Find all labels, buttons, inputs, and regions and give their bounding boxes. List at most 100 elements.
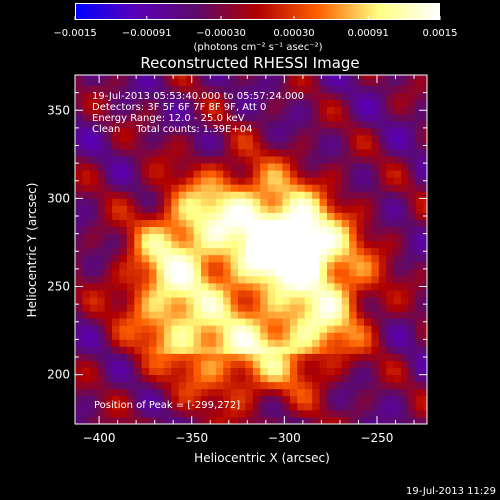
heatmap-cell bbox=[334, 163, 343, 171]
heatmap-cell bbox=[126, 134, 135, 143]
heatmap-cell bbox=[171, 416, 180, 425]
heatmap-cell bbox=[275, 120, 283, 129]
heatmap-cell bbox=[349, 233, 357, 242]
heatmap-cell bbox=[341, 332, 350, 340]
heatmap-cell bbox=[364, 156, 372, 164]
heatmap-cell bbox=[260, 311, 269, 319]
heatmap-cell bbox=[341, 75, 350, 79]
heatmap-cell bbox=[238, 184, 246, 192]
heatmap-cell bbox=[186, 297, 194, 305]
heatmap-cell bbox=[171, 141, 180, 150]
heatmap-cell bbox=[215, 261, 224, 270]
heatmap-cell bbox=[238, 325, 246, 333]
heatmap-cell bbox=[364, 367, 372, 376]
heatmap-cell bbox=[378, 184, 387, 192]
heatmap-cell bbox=[149, 261, 157, 270]
heatmap-cell bbox=[267, 325, 276, 333]
heatmap-cell bbox=[260, 409, 269, 418]
heatmap-cell bbox=[171, 219, 180, 227]
heatmap-cell bbox=[349, 113, 357, 122]
heatmap-cell bbox=[297, 395, 306, 404]
heatmap-cell bbox=[156, 395, 165, 404]
heatmap-cell bbox=[356, 388, 365, 397]
heatmap-cell bbox=[386, 395, 395, 404]
heatmap-cell bbox=[341, 416, 350, 425]
heatmap-cell bbox=[289, 75, 298, 79]
heatmap-cell bbox=[312, 346, 320, 354]
heatmap-cell bbox=[415, 367, 424, 376]
heatmap-cell bbox=[134, 332, 143, 340]
heatmap-cell bbox=[171, 254, 180, 263]
heatmap-cell bbox=[238, 85, 246, 94]
heatmap-cell bbox=[341, 275, 350, 284]
heatmap-cell bbox=[312, 170, 320, 178]
heatmap-cell bbox=[341, 381, 350, 390]
heatmap-cell bbox=[364, 120, 372, 129]
heatmap-cell bbox=[134, 78, 143, 86]
heatmap-cell bbox=[319, 92, 328, 101]
heatmap-cell bbox=[186, 198, 194, 206]
heatmap-image bbox=[75, 75, 428, 425]
heatmap-cell bbox=[423, 184, 428, 192]
heatmap-cell bbox=[89, 304, 98, 312]
heatmap-cell bbox=[356, 120, 365, 129]
heatmap-cell bbox=[245, 360, 254, 368]
heatmap-cell bbox=[230, 416, 239, 425]
heatmap-cell bbox=[245, 92, 254, 101]
heatmap-cell bbox=[97, 282, 106, 291]
heatmap-cell bbox=[341, 85, 350, 94]
heatmap-cell bbox=[208, 282, 217, 291]
heatmap-cell bbox=[326, 381, 335, 390]
heatmap-cell bbox=[200, 325, 209, 333]
heatmap-cell bbox=[119, 212, 128, 220]
heatmap-cell bbox=[401, 141, 409, 150]
heatmap-cell bbox=[289, 311, 298, 319]
heatmap-cell bbox=[312, 163, 320, 171]
heatmap-cell bbox=[267, 275, 276, 284]
heatmap-cell bbox=[260, 170, 269, 178]
heatmap-cell bbox=[208, 268, 217, 277]
heatmap-cell bbox=[134, 402, 143, 411]
heatmap-cell bbox=[223, 325, 232, 333]
heatmap-cell bbox=[356, 113, 365, 122]
heatmap-cell bbox=[178, 240, 187, 249]
heatmap-cell bbox=[297, 163, 306, 171]
heatmap-cell bbox=[349, 325, 357, 333]
heatmap-cell bbox=[297, 381, 306, 390]
heatmap-cell bbox=[297, 360, 306, 368]
heatmap-cell bbox=[304, 170, 313, 178]
heatmap-cell bbox=[401, 318, 409, 326]
heatmap-cell bbox=[319, 85, 328, 94]
heatmap-cell bbox=[378, 325, 387, 333]
heatmap-cell bbox=[415, 191, 424, 199]
heatmap-cell bbox=[393, 198, 402, 206]
heatmap-cell bbox=[364, 85, 372, 94]
heatmap-cell bbox=[297, 332, 306, 340]
heatmap-cell bbox=[267, 99, 276, 108]
heatmap-cell bbox=[97, 360, 106, 368]
heatmap-cell bbox=[141, 75, 150, 79]
heatmap-cell bbox=[356, 268, 365, 277]
heatmap-cell bbox=[334, 184, 343, 192]
heatmap-cell bbox=[319, 332, 328, 340]
heatmap-cell bbox=[304, 353, 313, 361]
heatmap-cell bbox=[112, 75, 120, 79]
heatmap-cell bbox=[408, 127, 417, 136]
heatmap-cell bbox=[208, 134, 217, 143]
heatmap-cell bbox=[82, 268, 91, 277]
heatmap-cell bbox=[126, 106, 135, 115]
heatmap-cell bbox=[163, 268, 172, 277]
heatmap-cell bbox=[223, 297, 232, 305]
heatmap-cell bbox=[119, 332, 128, 340]
heatmap-cell bbox=[364, 184, 372, 192]
heatmap-cell bbox=[112, 409, 120, 418]
heatmap-cell bbox=[141, 106, 150, 115]
heatmap-cell bbox=[423, 381, 428, 390]
colorbar-tick-label: −0.00091 bbox=[122, 28, 172, 39]
heatmap-cell bbox=[415, 134, 424, 143]
heatmap-cell bbox=[252, 198, 261, 206]
heatmap-cell bbox=[356, 149, 365, 157]
heatmap-cell bbox=[304, 261, 313, 270]
heatmap-cell bbox=[208, 311, 217, 319]
heatmap-cell bbox=[200, 360, 209, 368]
